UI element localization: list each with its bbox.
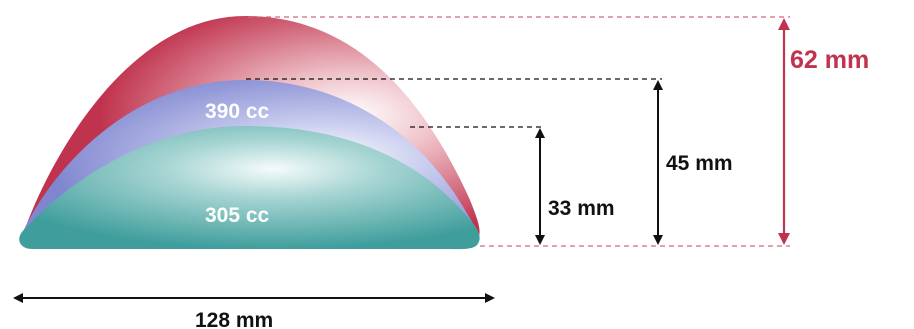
height-label-45mm: 45 mm xyxy=(666,152,733,175)
height-label-33mm: 33 mm xyxy=(548,197,615,220)
height-label-62mm: 62 mm xyxy=(790,46,869,74)
teal-profile-shape xyxy=(19,126,480,250)
volume-label-305: 305 cc xyxy=(205,204,270,227)
width-label-128mm: 128 mm xyxy=(195,309,273,329)
volume-label-390: 390 cc xyxy=(205,100,270,123)
